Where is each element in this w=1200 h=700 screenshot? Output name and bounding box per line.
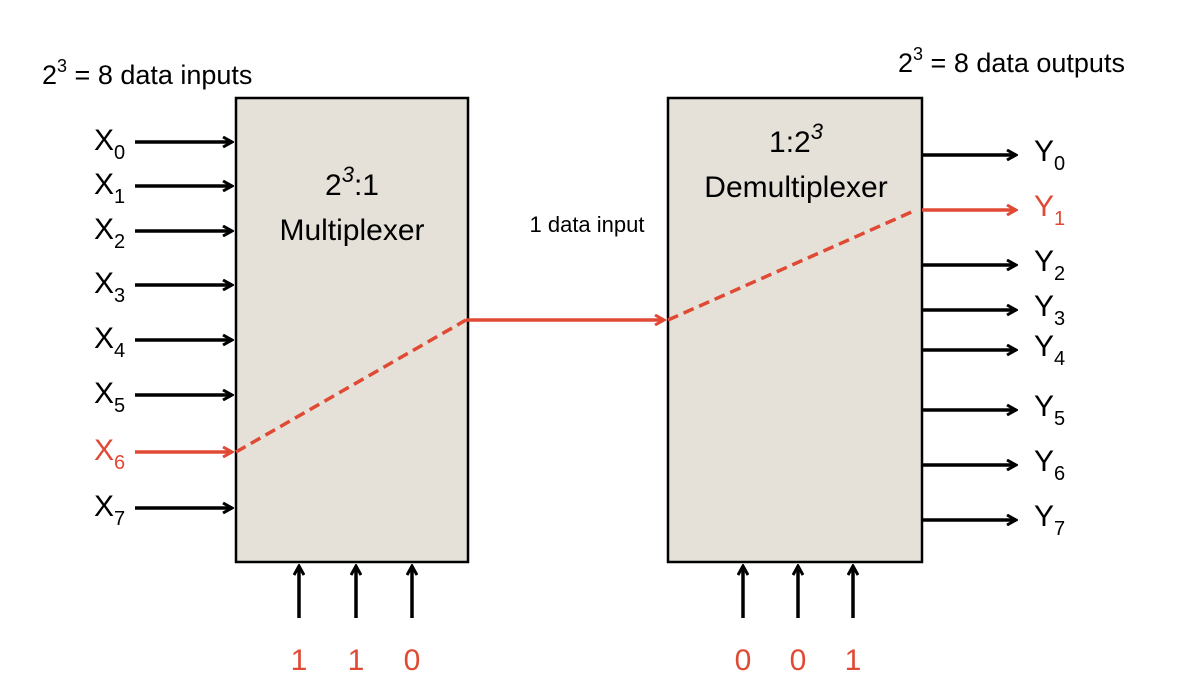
mux-title-line1: 23:1	[325, 162, 379, 202]
demux-title-line2: Demultiplexer	[704, 171, 887, 204]
input-label-7: X7	[94, 490, 125, 530]
input-label-3: X3	[94, 267, 125, 307]
mux-select-lines: 1 1 0	[291, 566, 421, 677]
link-label: 1 data input	[530, 212, 645, 237]
mux-select-bit-1: 1	[348, 644, 365, 677]
output-label-4: Y4	[1034, 330, 1065, 370]
output-label-5: Y5	[1034, 390, 1065, 430]
output-label-7: Y7	[1034, 500, 1065, 540]
demultiplexer-box	[666, 96, 924, 564]
demux-select-bit-1: 0	[790, 644, 807, 677]
input-label-2: X2	[94, 213, 125, 253]
input-label-4: X4	[94, 322, 125, 362]
demux-select-bit-0: 0	[735, 644, 752, 677]
output-label-1: Y1	[1034, 190, 1065, 230]
left-header: 23 = 8 data inputs	[42, 56, 252, 90]
demux-select-bit-2: 1	[845, 644, 862, 677]
demux-select-lines: 0 0 1	[735, 566, 862, 677]
output-label-6: Y6	[1034, 445, 1065, 485]
multiplexer-box	[234, 96, 470, 564]
demux-internal-path	[667, 208, 917, 322]
mux-select-bit-0: 1	[291, 644, 308, 677]
output-label-2: Y2	[1034, 245, 1065, 285]
output-label-0: Y0	[1034, 135, 1065, 175]
input-label-5: X5	[94, 377, 125, 417]
demux-title-line1: 1:23	[769, 119, 824, 159]
input-label-1: X1	[94, 168, 125, 208]
input-label-0: X0	[94, 124, 125, 164]
right-header: 23 = 8 data outputs	[898, 44, 1125, 78]
mux-internal-path	[235, 318, 467, 454]
input-label-6: X6	[94, 434, 125, 474]
mux-select-bit-2: 0	[404, 644, 421, 677]
mux-title-line2: Multiplexer	[279, 214, 424, 247]
output-label-3: Y3	[1034, 290, 1065, 330]
